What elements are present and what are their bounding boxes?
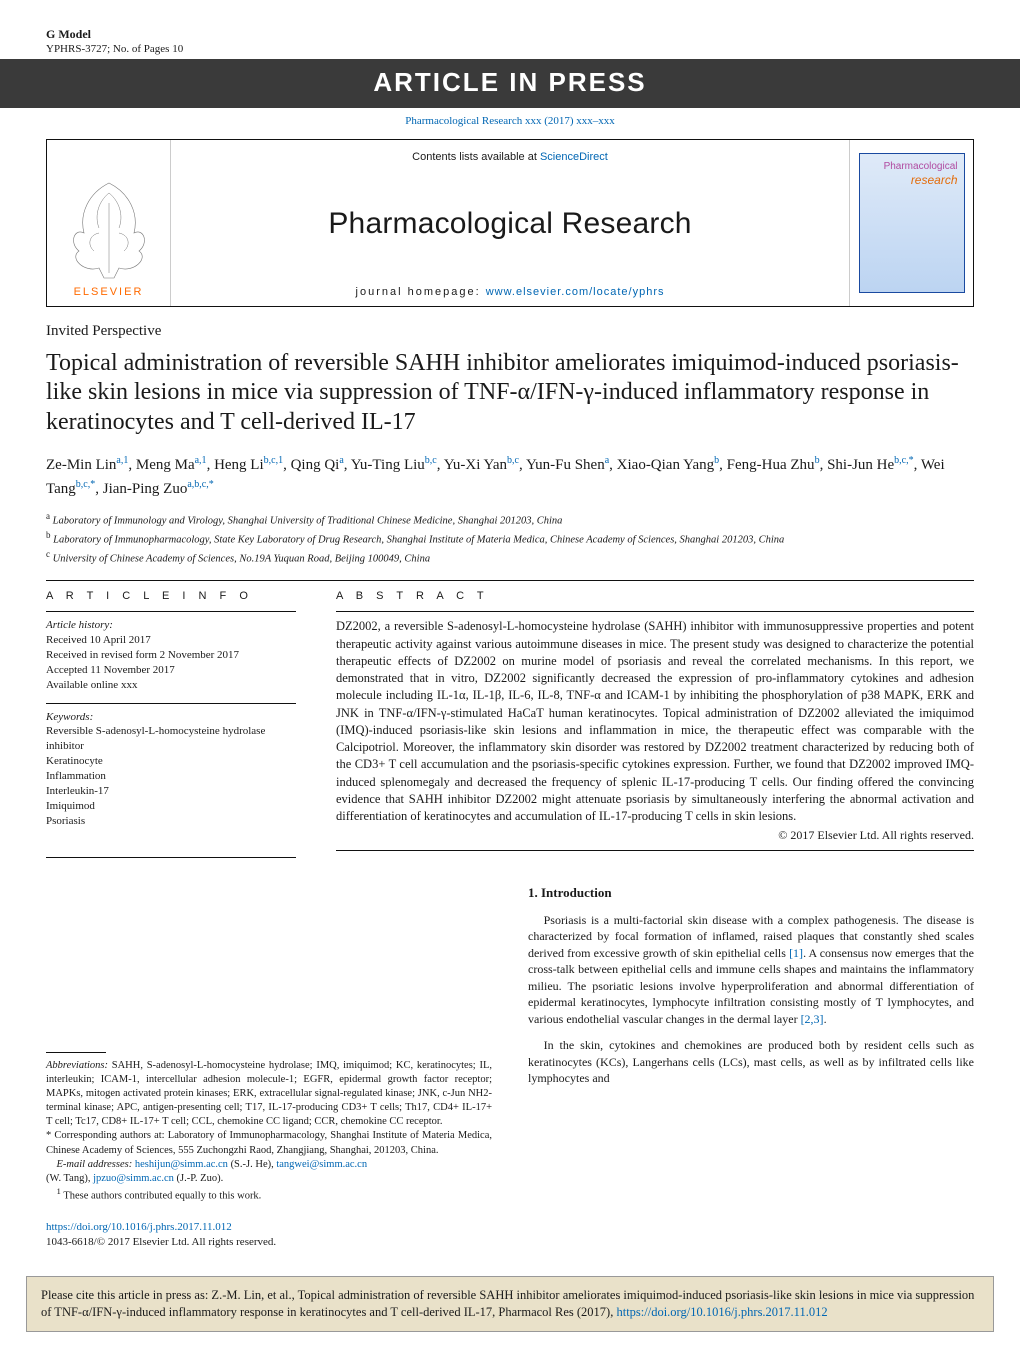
affiliations: a Laboratory of Immunology and Virology,… (46, 510, 974, 568)
affil-b-text: Laboratory of Immunopharmacology, State … (53, 535, 784, 546)
please-cite-box: Please cite this article in press as: Z.… (26, 1276, 994, 1332)
sciencedirect-link[interactable]: ScienceDirect (540, 151, 608, 163)
issn-line: 1043-6618/© 2017 Elsevier Ltd. All right… (46, 1236, 276, 1248)
homepage-link[interactable]: www.elsevier.com/locate/yphrs (486, 286, 665, 298)
email-who-3: (J.-P. Zuo). (174, 1173, 223, 1184)
authors-list: Ze-Min Lina,1, Meng Maa,1, Heng Lib,c,1,… (46, 453, 974, 500)
article-title: Topical administration of reversible SAH… (46, 349, 974, 437)
affil-a: a Laboratory of Immunology and Virology,… (46, 510, 974, 529)
divider (336, 611, 974, 612)
email-link-1[interactable]: heshijun@simm.ac.cn (135, 1159, 228, 1170)
cite-1[interactable]: [1] (789, 946, 803, 960)
gmodel-header: G Model YPHRS-3727; No. of Pages 10 (46, 26, 974, 57)
abbrev-text: SAHH, S-adenosyl-L-homocysteine hydrolas… (46, 1060, 492, 1128)
history-received: Received 10 April 2017 (46, 633, 296, 648)
keyword-item: Interleukin-17 (46, 784, 296, 799)
elsevier-tree-icon (59, 173, 159, 283)
homepage-prefix: journal homepage: (356, 286, 486, 298)
keyword-item: Psoriasis (46, 814, 296, 829)
cite-text: Please cite this article in press as: Z.… (41, 1288, 974, 1319)
abstract-text: DZ2002, a reversible S-adenosyl-L-homocy… (336, 618, 974, 825)
history-revised: Received in revised form 2 November 2017 (46, 648, 296, 663)
divider (46, 857, 296, 858)
divider (46, 580, 974, 581)
article-history: Article history: Received 10 April 2017 … (46, 618, 296, 692)
contents-prefix: Contents lists available at (412, 151, 540, 163)
cite-2-3[interactable]: [2,3] (801, 1012, 824, 1026)
article-info-head: A R T I C L E I N F O (46, 589, 296, 604)
journal-name: Pharmacological Research (179, 204, 841, 245)
footnote-corresponding: * Corresponding authors at: Laboratory o… (46, 1129, 492, 1157)
keyword-item: Inflammation (46, 769, 296, 784)
cover-word-2: research (911, 172, 958, 188)
affil-a-text: Laboratory of Immunology and Virology, S… (53, 516, 563, 527)
affil-b: b Laboratory of Immunopharmacology, Stat… (46, 529, 974, 548)
email-link-3[interactable]: jpzuo@simm.ac.cn (93, 1173, 174, 1184)
homepage-line: journal homepage: www.elsevier.com/locat… (179, 285, 841, 300)
journal-masthead: ELSEVIER Contents lists available at Sci… (46, 139, 974, 307)
keyword-item: Keratinocyte (46, 754, 296, 769)
footnote-abbreviations: Abbreviations: SAHH, S-adenosyl-L-homocy… (46, 1059, 492, 1130)
email-label: E-mail addresses: (57, 1159, 133, 1170)
keyword-item: Imiquimod (46, 799, 296, 814)
elsevier-logo-block: ELSEVIER (47, 140, 171, 306)
gmodel-sub: YPHRS-3727; No. of Pages 10 (46, 42, 183, 57)
left-column: Abbreviations: SAHH, S-adenosyl-L-homocy… (46, 884, 492, 1251)
affil-c: c University of Chinese Academy of Scien… (46, 548, 974, 567)
keywords-block: Keywords: Reversible S-adenosyl-L-homocy… (46, 710, 296, 829)
abbrev-label: Abbreviations: (46, 1060, 108, 1071)
doi-link[interactable]: https://doi.org/10.1016/j.phrs.2017.11.0… (46, 1221, 232, 1233)
gmodel-title: G Model (46, 26, 183, 42)
affil-c-text: University of Chinese Academy of Science… (53, 554, 430, 565)
cover-thumbnail-block: Pharmacological research (849, 140, 973, 306)
journal-cover-thumbnail: Pharmacological research (859, 153, 965, 293)
article-type: Invited Perspective (46, 321, 974, 341)
history-accepted: Accepted 11 November 2017 (46, 663, 296, 678)
divider (46, 703, 296, 704)
article-in-press-banner: ARTICLE IN PRESS (0, 59, 1020, 108)
doi-block: https://doi.org/10.1016/j.phrs.2017.11.0… (46, 1220, 492, 1250)
email-who-1: (S.-J. He), (228, 1159, 276, 1170)
divider (336, 850, 974, 851)
footnote-equal: 1 These authors contributed equally to t… (46, 1186, 492, 1204)
history-online: Available online xxx (46, 678, 296, 693)
section-1-head: 1. Introduction (528, 884, 974, 902)
intro-p2: In the skin, cytokines and chemokines ar… (528, 1037, 974, 1087)
keyword-item: Reversible S-adenosyl-L-homocysteine hyd… (46, 724, 296, 754)
elsevier-wordmark: ELSEVIER (74, 285, 144, 300)
divider (46, 611, 296, 612)
right-column: 1. Introduction Psoriasis is a multi-fac… (528, 884, 974, 1251)
intro-p1c: . (824, 1012, 827, 1026)
footnote-rule (46, 1052, 106, 1053)
copyright-line: © 2017 Elsevier Ltd. All rights reserved… (336, 827, 974, 843)
keywords-label: Keywords: (46, 710, 296, 725)
email-who-2: (W. Tang), (46, 1173, 93, 1184)
equal-text: These authors contributed equally to thi… (63, 1191, 261, 1202)
reference-line: Pharmacological Research xxx (2017) xxx–… (46, 114, 974, 129)
email-link-2[interactable]: tangwei@simm.ac.cn (276, 1159, 367, 1170)
footnote-emails: E-mail addresses: heshijun@simm.ac.cn (S… (46, 1158, 492, 1186)
contents-line: Contents lists available at ScienceDirec… (179, 150, 841, 165)
intro-p1: Psoriasis is a multi-factorial skin dise… (528, 912, 974, 1028)
history-label: Article history: (46, 618, 296, 633)
cite-doi-link[interactable]: https://doi.org/10.1016/j.phrs.2017.11.0… (616, 1305, 827, 1319)
abstract-head: A B S T R A C T (336, 589, 974, 604)
reference-link[interactable]: Pharmacological Research xxx (2017) xxx–… (405, 115, 615, 127)
